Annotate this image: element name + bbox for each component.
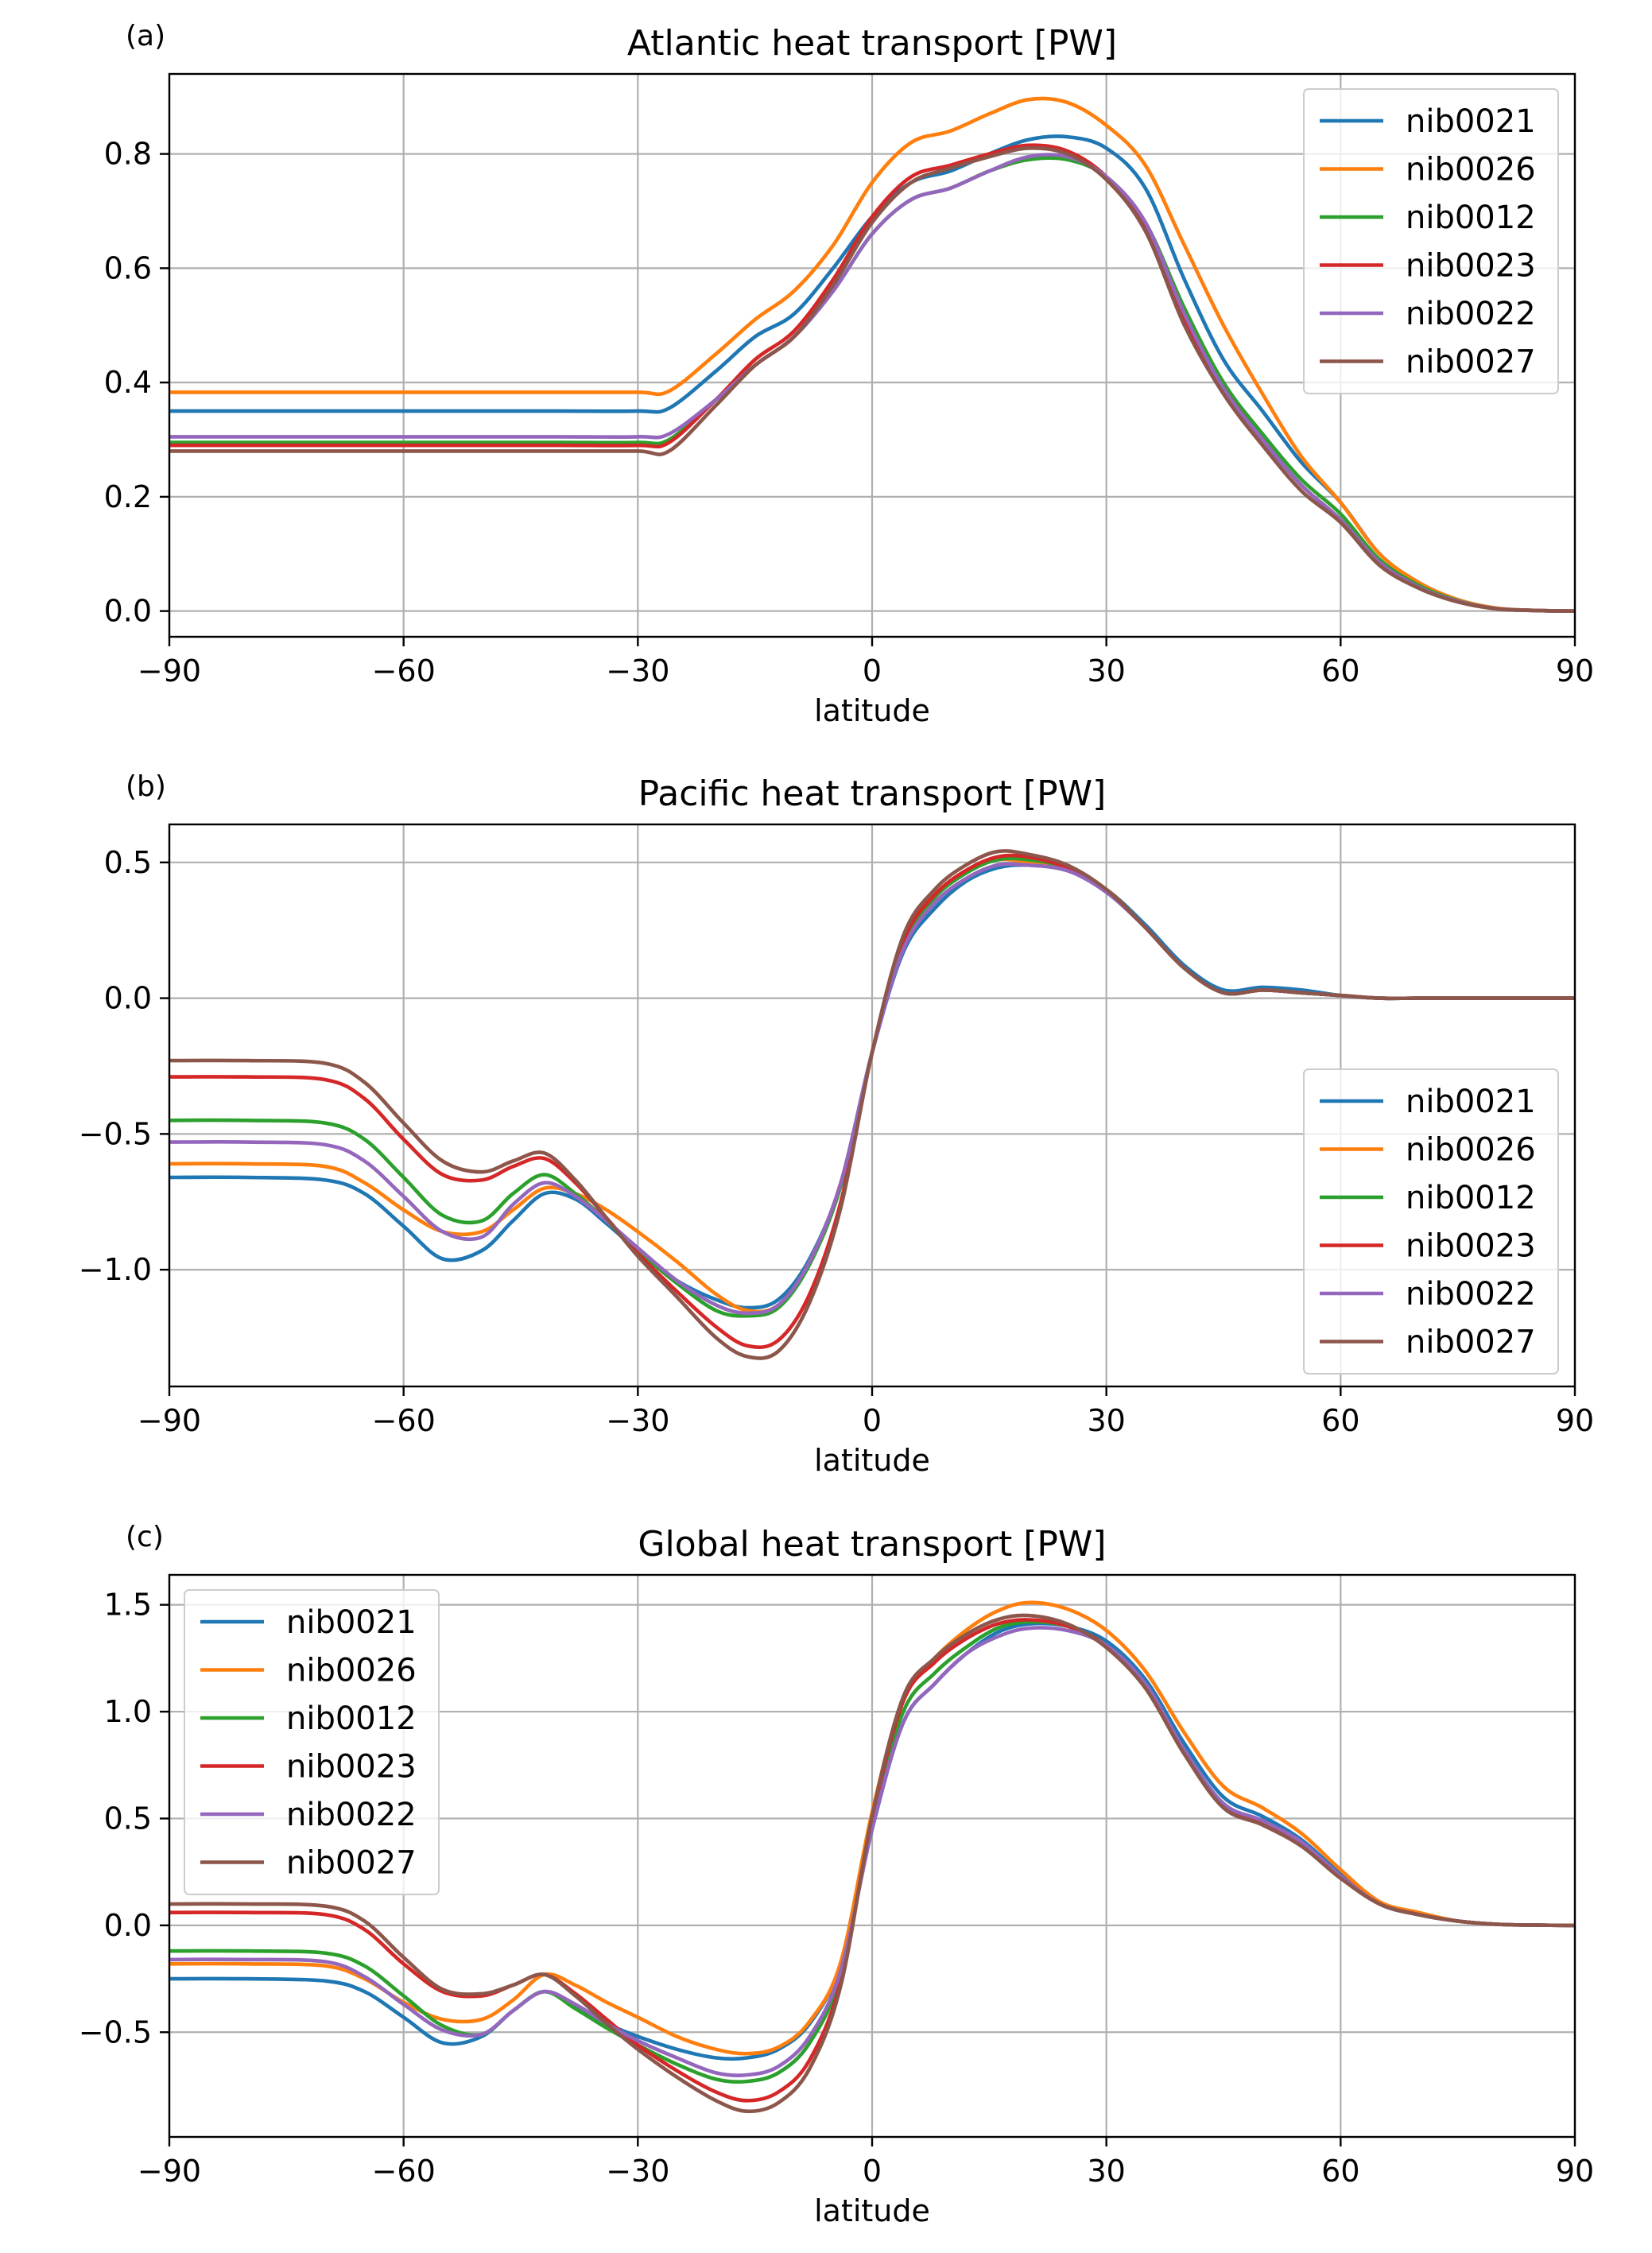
y-tick-label: 0.6	[104, 250, 152, 285]
legend-label: nib0026	[286, 1653, 417, 1689]
x-tick-label: 0	[863, 1403, 882, 1438]
x-tick-label: −30	[606, 2154, 669, 2189]
panel-label: (b)	[126, 770, 166, 803]
panel-0: −90 −60 −30 0 30 60 90 0.0 0.2 0.4 0.6 0.8 latitude A…	[104, 20, 1595, 728]
x-tick-label: −90	[138, 2154, 201, 2189]
legend-label: nib0022	[1406, 1276, 1536, 1313]
legend: nib0021 nib0026 nib0012 nib0023 nib0022 nib00…	[1303, 1068, 1559, 1375]
legend-label: nib0021	[1406, 1084, 1536, 1120]
x-tick-label: 90	[1556, 653, 1594, 688]
y-tick-label: 0.2	[104, 479, 152, 514]
x-tick-label: 0	[863, 2154, 882, 2189]
chart-title: Pacific heat transport [PW]	[638, 774, 1107, 814]
panel-label: (c)	[126, 1521, 164, 1553]
legend-label: nib0026	[1406, 152, 1536, 188]
legend-box	[184, 1589, 440, 1895]
x-tick-label: −60	[372, 653, 436, 688]
series-line-nib0027	[169, 1613, 1575, 2114]
x-tick-label: 60	[1321, 1403, 1359, 1438]
legend-box	[1303, 1068, 1559, 1375]
legend-box	[1303, 88, 1559, 394]
x-axis-label: latitude	[814, 693, 930, 728]
legend-label: nib0027	[1406, 1324, 1536, 1361]
x-tick-label: −60	[372, 1403, 436, 1438]
legend-label: nib0023	[1406, 1228, 1536, 1265]
y-tick-label: −0.5	[79, 2015, 152, 2049]
y-tick-label: 0.0	[104, 594, 152, 629]
x-tick-label: 0	[863, 653, 882, 688]
y-tick-label: 0.5	[104, 1801, 152, 1836]
x-tick-label: −90	[138, 1403, 201, 1438]
series-line-nib0022	[169, 1626, 1575, 2078]
x-tick-label: −30	[606, 653, 669, 688]
legend-label: nib0012	[1406, 1180, 1536, 1216]
x-tick-label: 60	[1321, 2154, 1359, 2189]
x-tick-label: 90	[1556, 2154, 1594, 2189]
x-tick-label: −30	[606, 1403, 669, 1438]
y-tick-label: 1.5	[104, 1588, 152, 1623]
y-tick-label: −1.0	[79, 1252, 152, 1287]
legend-label: nib0023	[1406, 248, 1536, 285]
legend-label: nib0027	[1406, 344, 1536, 381]
x-tick-label: 90	[1556, 1403, 1594, 1438]
x-tick-label: 30	[1087, 653, 1125, 688]
panel-label: (a)	[126, 20, 165, 52]
legend-label: nib0021	[1406, 103, 1536, 140]
x-tick-label: −60	[372, 2154, 436, 2189]
y-tick-label: 0.0	[104, 1908, 152, 1943]
legend-label: nib0021	[286, 1604, 417, 1641]
y-tick-label: −0.5	[79, 1116, 152, 1151]
legend: nib0021 nib0026 nib0012 nib0023 nib0022 nib00…	[1303, 88, 1559, 394]
legend-label: nib0026	[1406, 1132, 1536, 1169]
legend-label: nib0022	[286, 1797, 417, 1833]
legend-label: nib0027	[286, 1845, 417, 1882]
x-tick-label: −90	[138, 653, 201, 688]
x-tick-label: 30	[1087, 2154, 1125, 2189]
panel-1: −90 −60 −30 0 30 60 90 −1.0 −0.5 0.0 0.5 latitude Pa…	[79, 770, 1594, 1478]
x-tick-label: 60	[1321, 653, 1359, 688]
panel-2: −90 −60 −30 0 30 60 90 −0.5 0.0 0.5 1.0 1.5 latitude…	[79, 1521, 1594, 2228]
y-tick-label: 0.0	[104, 981, 152, 1016]
series-line-nib0027	[169, 849, 1575, 1360]
x-tick-label: 30	[1087, 1403, 1125, 1438]
legend: nib0021 nib0026 nib0012 nib0023 nib0022 nib00…	[184, 1589, 440, 1895]
legend-label: nib0023	[286, 1749, 417, 1786]
y-tick-label: 0.5	[104, 845, 152, 880]
legend-label: nib0022	[1406, 296, 1536, 332]
y-tick-label: 0.8	[104, 137, 152, 172]
x-axis-label: latitude	[814, 2193, 930, 2228]
chart-title: Global heat transport [PW]	[638, 1524, 1106, 1565]
chart-title: Atlantic heat transport [PW]	[627, 23, 1117, 64]
series-line-nib0026	[169, 96, 1575, 613]
y-tick-label: 0.4	[104, 365, 152, 400]
x-axis-label: latitude	[814, 1443, 930, 1478]
series-line-nib0027	[169, 145, 1575, 613]
legend-label: nib0012	[1406, 200, 1536, 236]
legend-label: nib0012	[286, 1700, 417, 1737]
y-tick-label: 1.0	[104, 1694, 152, 1729]
